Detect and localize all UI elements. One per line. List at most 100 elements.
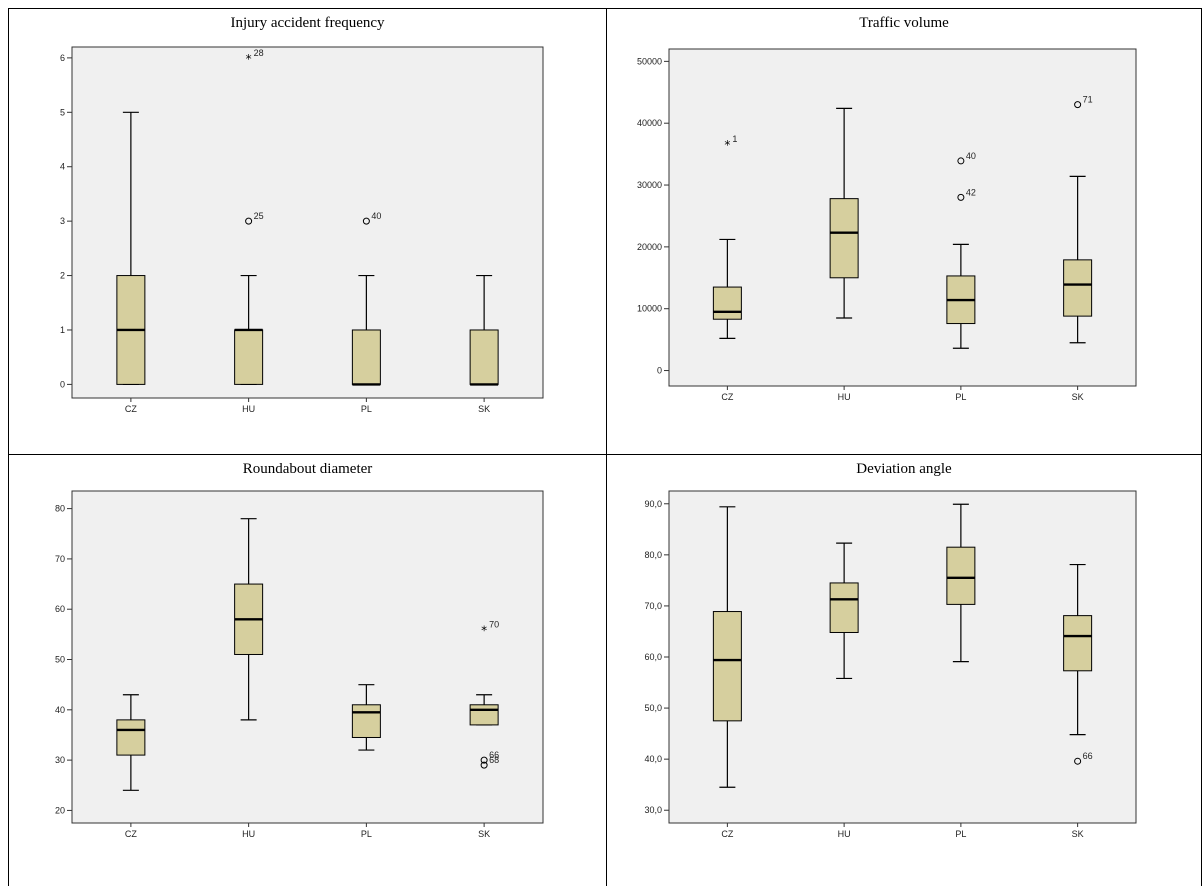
box-sk bbox=[469, 274, 499, 386]
extreme-marker: * bbox=[481, 623, 487, 637]
y-tick-label: 10000 bbox=[637, 304, 662, 314]
outlier-label: 42 bbox=[966, 187, 976, 197]
y-tick-label: 70 bbox=[55, 554, 65, 564]
iqr-box bbox=[469, 329, 499, 385]
iqr-box bbox=[351, 329, 381, 385]
x-tick-label: PL bbox=[361, 404, 372, 414]
outlier-label: 66 bbox=[1083, 751, 1093, 761]
y-tick-label: 50,0 bbox=[644, 703, 662, 713]
iqr-box bbox=[1063, 259, 1093, 317]
outlier-label: 40 bbox=[966, 151, 976, 161]
outlier-marker bbox=[245, 217, 253, 225]
panel-traffic-volume: Traffic volume 0 10000 20000 30000 40000 5000… bbox=[607, 8, 1202, 454]
outlier-label: 40 bbox=[371, 211, 381, 221]
y-tick-label: 50 bbox=[55, 655, 65, 665]
chart-title: Traffic volume bbox=[859, 15, 949, 31]
box-pl bbox=[351, 684, 381, 751]
y-tick-label: 50000 bbox=[637, 56, 662, 66]
y-tick-label: 80,0 bbox=[644, 550, 662, 560]
x-tick-label: SK bbox=[478, 404, 490, 414]
outlier-label: 25 bbox=[254, 211, 264, 221]
y-tick-label: 30000 bbox=[637, 180, 662, 190]
x-tick-label: HU bbox=[838, 392, 851, 402]
box-pl bbox=[946, 243, 976, 349]
box-pl bbox=[946, 503, 976, 663]
box-hu bbox=[234, 274, 264, 385]
extreme-marker: * bbox=[246, 52, 252, 66]
y-tick-label: 80 bbox=[55, 504, 65, 514]
plot-area bbox=[668, 490, 1137, 824]
y-tick-label: 3 bbox=[60, 216, 65, 226]
y-tick-label: 20000 bbox=[637, 242, 662, 252]
y-tick-label: 40,0 bbox=[644, 754, 662, 764]
x-tick-label: SK bbox=[478, 829, 490, 839]
outlier-marker bbox=[957, 193, 965, 201]
iqr-box bbox=[469, 704, 499, 726]
box-sk bbox=[469, 694, 499, 726]
iqr-box bbox=[712, 286, 742, 320]
y-tick-label: 60,0 bbox=[644, 652, 662, 662]
x-tick-label: SK bbox=[1072, 392, 1084, 402]
x-tick-label: HU bbox=[242, 829, 255, 839]
outlier-label: 28 bbox=[254, 48, 264, 58]
y-tick-label: 4 bbox=[60, 162, 65, 172]
box-cz bbox=[116, 111, 146, 385]
chart-title: Injury accident frequency bbox=[230, 15, 385, 31]
x-tick-label: CZ bbox=[721, 829, 733, 839]
box-hu bbox=[829, 542, 859, 680]
chart-traffic-volume: 0 10000 20000 30000 40000 50000 CZ HU PL SK * 1 40 42… bbox=[637, 48, 1137, 402]
outlier-marker bbox=[480, 756, 488, 764]
x-tick-label: PL bbox=[955, 829, 966, 839]
y-tick-label: 90,0 bbox=[644, 499, 662, 509]
outlier-marker bbox=[1074, 101, 1082, 109]
chart-title: Deviation angle bbox=[856, 461, 952, 477]
y-tick-label: 5 bbox=[60, 107, 65, 117]
y-tick-label: 40 bbox=[55, 705, 65, 715]
plot-area bbox=[668, 48, 1137, 387]
outlier-label: 68 bbox=[489, 755, 499, 765]
box-cz bbox=[712, 238, 742, 339]
box-cz bbox=[712, 506, 742, 788]
chart-injury-accident-frequency: 0 1 2 3 4 5 6 CZ HU PL SK * 28 25 40 bbox=[60, 46, 544, 414]
x-tick-label: CZ bbox=[125, 404, 137, 414]
y-tick-label: 20 bbox=[55, 805, 65, 815]
box-pl bbox=[351, 274, 381, 386]
iqr-box bbox=[712, 611, 742, 722]
extreme-marker: * bbox=[724, 138, 730, 152]
y-tick-label: 30,0 bbox=[644, 805, 662, 815]
outlier-marker bbox=[480, 761, 488, 769]
box-sk bbox=[1063, 175, 1093, 344]
box-hu bbox=[829, 107, 859, 319]
outlier-label: 71 bbox=[1083, 95, 1093, 105]
x-tick-label: HU bbox=[838, 829, 851, 839]
outlier-label: 70 bbox=[489, 619, 499, 629]
x-tick-label: HU bbox=[242, 404, 255, 414]
panel-injury-accident-frequency: Injury accident frequency 0 1 2 3 4 5 6 CZ HU PL S… bbox=[8, 8, 607, 454]
x-tick-label: PL bbox=[955, 392, 966, 402]
iqr-box bbox=[116, 719, 146, 756]
iqr-box bbox=[829, 198, 859, 279]
outlier-label: 1 bbox=[732, 134, 737, 144]
chart-title: Roundabout diameter bbox=[242, 461, 373, 477]
box-sk bbox=[1063, 563, 1093, 736]
outlier-marker bbox=[957, 157, 965, 165]
x-tick-label: PL bbox=[361, 829, 372, 839]
outlier-marker bbox=[1074, 757, 1082, 765]
y-tick-label: 60 bbox=[55, 604, 65, 614]
box-hu bbox=[234, 518, 264, 721]
y-tick-label: 30 bbox=[55, 755, 65, 765]
panel-deviation-angle: Deviation angle 30,0 40,0 50,0 60,0 70,0 80,0… bbox=[607, 454, 1202, 886]
y-tick-label: 6 bbox=[60, 53, 65, 63]
plot-area bbox=[71, 46, 544, 399]
iqr-box bbox=[946, 546, 976, 605]
panel-roundabout-diameter: Roundabout diameter 20 30 40 50 60 70 80 CZ HU PL… bbox=[8, 454, 607, 886]
y-tick-label: 2 bbox=[60, 271, 65, 281]
chart-deviation-angle: 30,0 40,0 50,0 60,0 70,0 80,0 90,0 CZ HU PL SK 66 bbox=[644, 490, 1137, 839]
iqr-box bbox=[1063, 615, 1093, 672]
iqr-box bbox=[829, 582, 859, 633]
y-tick-label: 70,0 bbox=[644, 601, 662, 611]
y-tick-label: 0 bbox=[657, 366, 662, 376]
outlier-marker bbox=[362, 217, 370, 225]
y-tick-label: 1 bbox=[60, 325, 65, 335]
